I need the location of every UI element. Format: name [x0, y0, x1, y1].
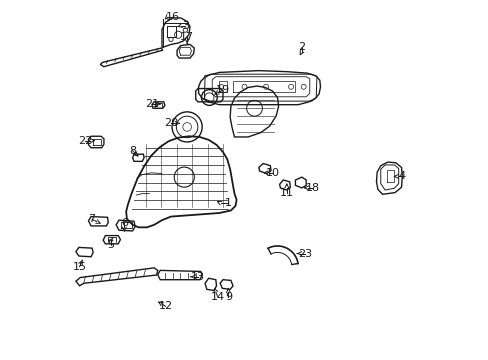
Text: 9: 9: [224, 292, 231, 302]
Text: 1: 1: [224, 198, 231, 208]
Text: 18: 18: [305, 183, 319, 193]
Text: 13: 13: [190, 272, 204, 282]
Text: 4: 4: [398, 171, 405, 181]
Text: 6: 6: [121, 218, 127, 228]
Text: 22: 22: [78, 136, 92, 145]
Text: 5: 5: [107, 239, 114, 249]
Text: 11: 11: [279, 188, 293, 198]
Text: 19: 19: [216, 85, 229, 95]
Text: 17: 17: [180, 32, 194, 41]
Text: 15: 15: [72, 262, 86, 272]
Text: 16: 16: [165, 12, 180, 22]
Text: 10: 10: [265, 168, 280, 178]
Text: 3: 3: [182, 21, 188, 31]
Text: 2: 2: [298, 42, 305, 52]
Text: 23: 23: [297, 248, 311, 258]
Text: 7: 7: [88, 215, 96, 224]
Text: 21: 21: [144, 99, 159, 109]
Text: 20: 20: [163, 118, 178, 128]
Text: 8: 8: [129, 145, 136, 156]
Text: 14: 14: [210, 292, 224, 302]
Text: 12: 12: [158, 301, 172, 311]
